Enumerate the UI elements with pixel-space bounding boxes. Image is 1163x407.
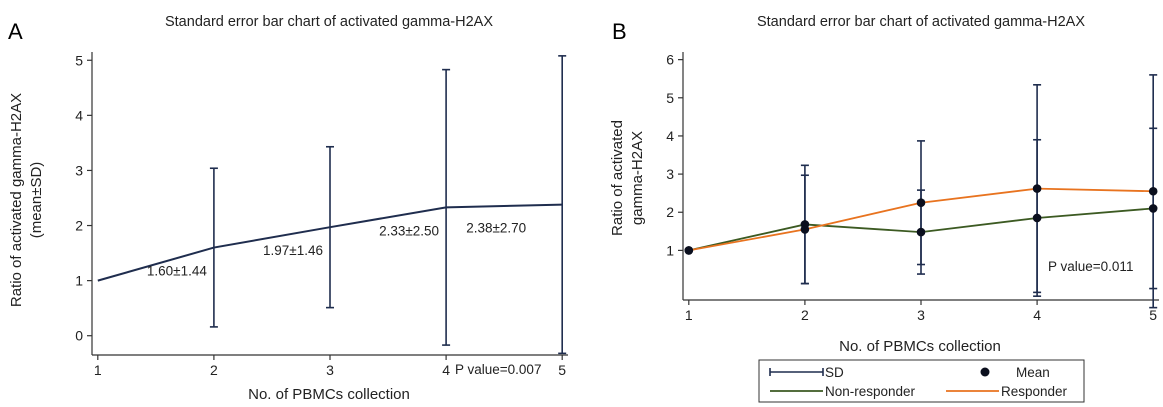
legend-item-non-responder: Non-responder [770,384,916,399]
chart-b-responder-mean-marker [684,246,694,255]
chart-b-non-responder-mean-marker [916,227,926,237]
chart-b-x-tick-label: 5 [1149,307,1157,323]
legend-mean-marker [980,367,990,377]
legend-item-mean: Mean [980,365,1050,380]
chart-b-y-axis-label-line1: Ratio of activated [609,120,626,236]
chart-b-y-tick-label: 3 [666,166,674,182]
chart-a-y-tick-label: 5 [75,52,83,68]
legend-sd-label: SD [825,365,844,380]
chart-b-title: Standard error bar chart of activated ga… [757,14,1085,30]
chart-a-y-tick-label: 3 [75,162,83,178]
chart-b-responder-mean-marker [1032,184,1042,193]
legend-responder-label: Responder [1001,384,1068,399]
legend-item-responder: Responder [946,384,1068,399]
chart-a-x-tick-label: 5 [558,362,566,378]
legend-mean-label: Mean [1016,365,1050,380]
chart-panel-a: A Standard error bar chart of activated … [8,14,568,403]
chart-a-y-tick-label: 1 [75,273,83,289]
chart-b-y-tick-label: 1 [666,242,674,258]
chart-a-y-tick-label: 2 [75,218,83,234]
chart-a-data-label: 1.97±1.46 [263,243,323,258]
legend-non-responder-label: Non-responder [825,384,916,399]
chart-a-y-tick-label: 4 [75,107,83,123]
chart-a-x-tick-label: 2 [210,362,218,378]
chart-b-y-tick-label: 4 [666,128,674,144]
chart-a-plot: 0 1 2 3 4 5 1 2 3 4 5 1.60±1.44 1.97±1.46 2.33±2.50 2.… [75,52,568,378]
chart-a-data-label: 1.60±1.44 [147,264,207,279]
chart-b-non-responder-mean-marker [1148,204,1158,213]
panel-letter-b: B [612,19,627,44]
chart-a-y-axis-label-line2: (mean±SD) [28,162,45,239]
chart-a-y-tick-label: 0 [75,328,83,344]
chart-b-y-tick-label: 2 [666,204,674,220]
legend-box [758,359,1085,403]
panel-letter-a: A [8,19,23,44]
chart-b-responder-mean-marker [800,225,810,234]
chart-a-p-value: P value=0.007 [455,362,541,377]
chart-a-data-label: 2.38±2.70 [466,221,526,236]
chart-b-plot: 1 2 3 4 5 6 1 2 3 4 5 [666,52,1159,323]
chart-b-y-tick-label: 6 [666,52,674,68]
chart-b-x-tick-label: 2 [801,307,809,323]
chart-b-p-value: P value=0.011 [1048,259,1133,274]
chart-a-x-tick-label: 3 [326,362,334,378]
chart-panel-b: B Standard error bar chart of activated … [609,14,1159,403]
chart-a-data-label: 2.33±2.50 [379,223,439,238]
chart-a-x-tick-label: 4 [442,362,450,378]
chart-b-x-tick-label: 4 [1033,307,1041,323]
chart-b-y-axis-label-line2: gamma-H2AX [629,131,646,225]
chart-b-x-axis-label: No. of PBMCs collection [839,338,1001,355]
chart-a-y-axis-label-line1: Ratio of activated gamma-H2AX [8,93,25,307]
chart-b-legend: SD Mean Non-responder Responder [758,359,1085,403]
chart-a-title: Standard error bar chart of activated ga… [165,14,493,30]
chart-a-x-tick-label: 1 [94,362,102,378]
chart-b-x-tick-label: 1 [685,307,693,323]
chart-b-x-tick-label: 3 [917,307,925,323]
chart-b-non-responder-mean-marker [1032,213,1042,223]
chart-b-responder-mean-marker [916,198,926,208]
chart-a-x-axis-label: No. of PBMCs collection [248,386,410,403]
chart-b-responder-mean-marker [1148,186,1158,196]
chart-b-y-tick-label: 5 [666,90,674,106]
legend-item-sd: SD [769,365,844,380]
